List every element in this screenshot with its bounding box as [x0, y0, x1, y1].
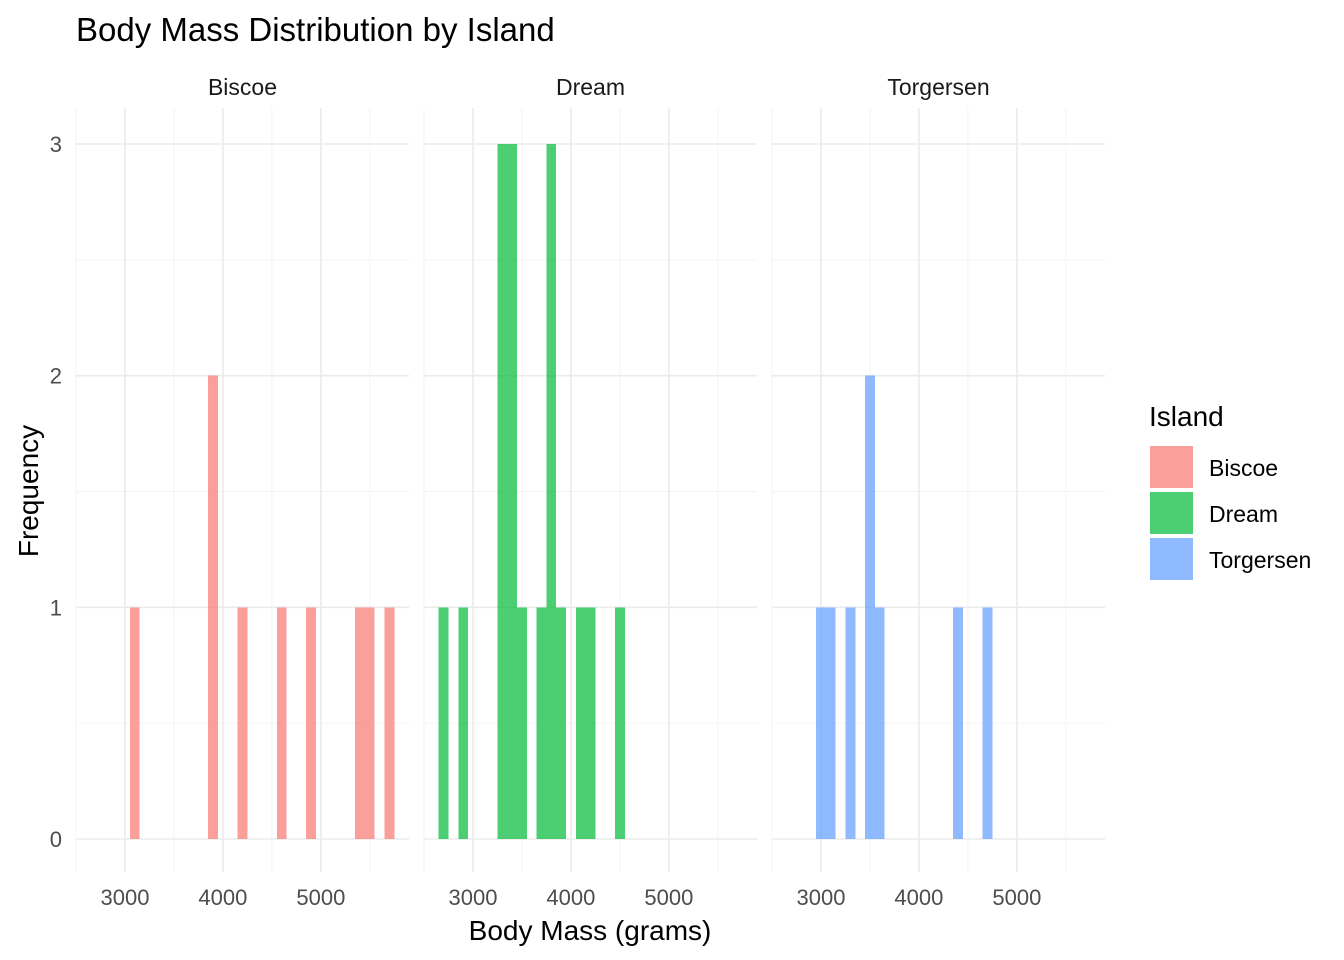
- histogram-bar: [438, 607, 449, 839]
- x-tick-label: 3000: [100, 885, 149, 910]
- histogram-bar: [276, 607, 287, 839]
- histogram-bar: [845, 607, 856, 839]
- legend: Island Biscoe Dream Torgersen: [1149, 401, 1311, 580]
- histogram-bar: [458, 607, 469, 839]
- histogram-bar: [208, 375, 219, 839]
- x-axis-title: Body Mass (grams): [469, 915, 712, 946]
- histogram-bar: [614, 607, 625, 839]
- facet-strip-label: Biscoe: [208, 74, 277, 100]
- histogram-bar: [982, 607, 993, 839]
- y-tick-label: 2: [50, 364, 62, 389]
- legend-swatch: [1150, 492, 1193, 534]
- y-tick-label: 1: [50, 595, 62, 620]
- legend-swatch: [1150, 538, 1193, 580]
- histogram-bar: [384, 607, 395, 839]
- chart-title: Body Mass Distribution by Island: [76, 11, 555, 48]
- histogram-bar: [507, 144, 518, 839]
- histogram-bar: [816, 607, 826, 839]
- histogram-bar: [497, 144, 508, 839]
- histogram-bar: [865, 375, 875, 839]
- x-tick-label: 5000: [296, 885, 345, 910]
- histogram-bar: [517, 607, 527, 839]
- y-tick-label: 0: [50, 827, 62, 852]
- facet-panel-torgersen: Torgersen 3000 4000 5000: [771, 74, 1105, 910]
- histogram-bar: [953, 607, 963, 839]
- legend-label: Dream: [1209, 501, 1278, 527]
- x-tick-label: 4000: [198, 885, 247, 910]
- histogram-bar: [364, 607, 375, 839]
- legend-label: Biscoe: [1209, 455, 1278, 481]
- facet-panel-biscoe: Biscoe 3000 4000 5000: [75, 74, 409, 910]
- facet-strip-label: Torgersen: [887, 74, 989, 100]
- histogram-bar: [575, 607, 586, 839]
- facet-panel-dream: Dream 3000 4000 5000: [423, 74, 757, 910]
- x-tick-label: 4000: [894, 885, 943, 910]
- histogram-bar: [825, 607, 836, 839]
- y-tick-label: 3: [50, 132, 62, 157]
- legend-title: Island: [1149, 401, 1224, 432]
- x-tick-label: 5000: [644, 885, 693, 910]
- histogram-bar: [306, 607, 316, 839]
- facet-strip-label: Dream: [556, 74, 625, 100]
- histogram-bar: [536, 607, 547, 839]
- legend-label: Torgersen: [1209, 547, 1311, 573]
- histogram-bar: [237, 607, 248, 839]
- x-tick-label: 4000: [546, 885, 595, 910]
- histogram-bar: [874, 607, 885, 839]
- histogram-bar: [355, 607, 365, 839]
- x-tick-label: 3000: [796, 885, 845, 910]
- histogram-bar: [556, 607, 567, 839]
- histogram-bar: [546, 144, 557, 839]
- x-tick-label: 5000: [992, 885, 1041, 910]
- histogram-bar: [129, 607, 140, 839]
- histogram-bar: [585, 607, 596, 839]
- legend-swatch: [1150, 446, 1193, 488]
- x-tick-label: 3000: [448, 885, 497, 910]
- y-axis-title: Frequency: [13, 425, 44, 557]
